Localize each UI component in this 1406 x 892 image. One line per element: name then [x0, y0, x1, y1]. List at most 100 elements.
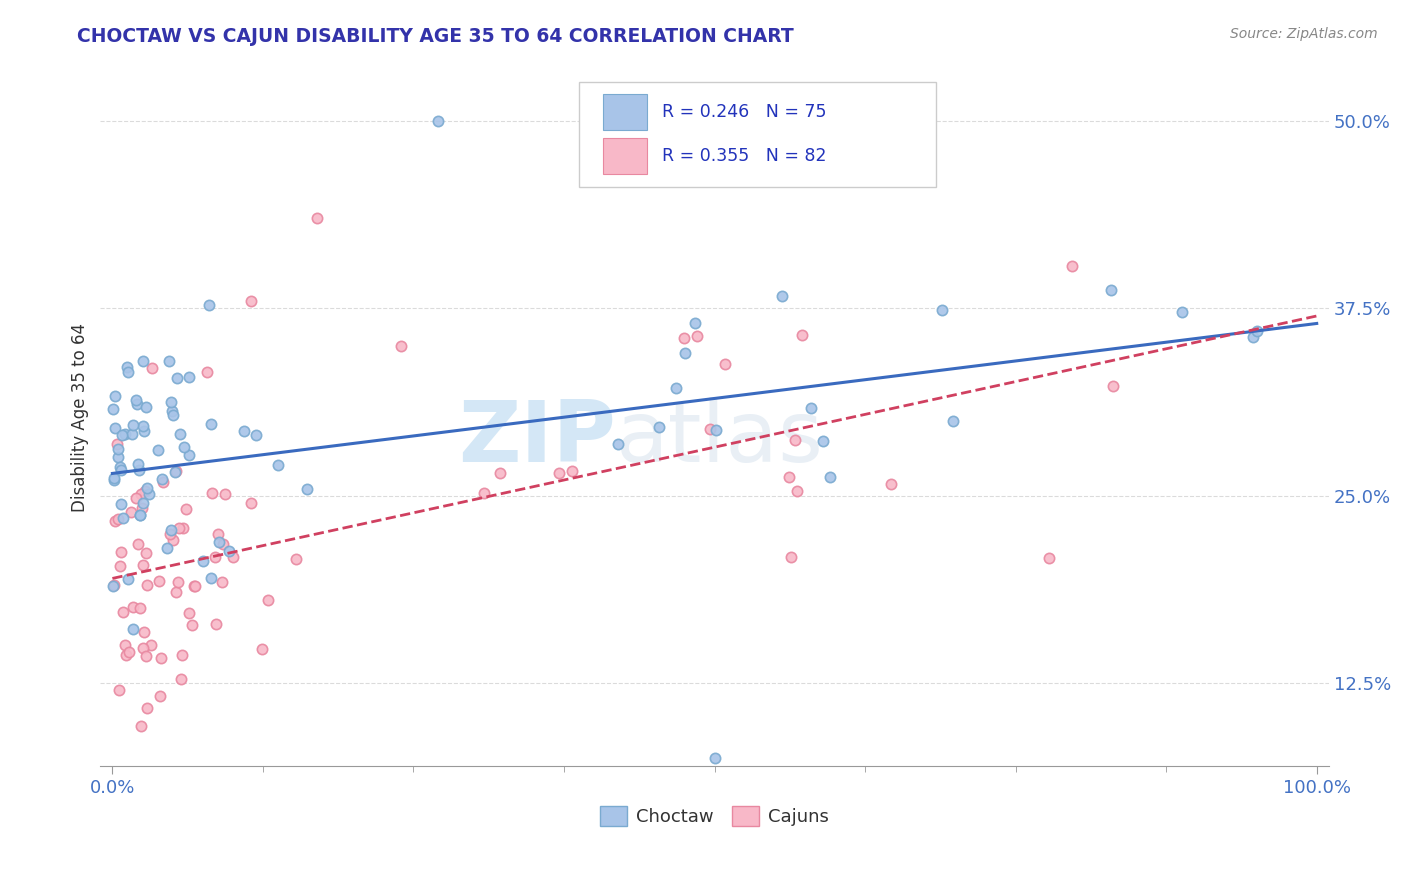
Point: [699, 422, 721, 436]
Text: Source: ZipAtlas.com: Source: ZipAtlas.com: [1230, 27, 1378, 41]
Point: [110, 558, 132, 573]
Point: [172, 521, 194, 535]
Point: [211, 537, 233, 551]
Point: [125, 491, 148, 506]
Point: [165, 585, 187, 599]
Point: [714, 357, 737, 371]
Point: [218, 543, 240, 558]
Point: [472, 485, 495, 500]
Point: [162, 408, 184, 422]
Point: [110, 497, 132, 511]
Point: [703, 751, 725, 765]
Point: [786, 483, 808, 498]
Point: [152, 475, 174, 489]
Point: [149, 690, 172, 704]
Point: [250, 641, 273, 656]
Point: [132, 424, 155, 438]
Point: [561, 464, 583, 478]
Point: [128, 463, 150, 477]
Point: [197, 298, 219, 312]
Point: [160, 523, 183, 537]
Point: [790, 328, 813, 343]
Point: [121, 426, 143, 441]
Point: [135, 701, 157, 715]
Point: [166, 574, 188, 589]
Point: [111, 511, 134, 525]
FancyBboxPatch shape: [603, 138, 647, 174]
Point: [108, 683, 131, 698]
Point: [156, 541, 179, 555]
Point: [132, 419, 155, 434]
Point: [141, 361, 163, 376]
Point: [122, 622, 145, 636]
Point: [148, 574, 170, 589]
Point: [201, 486, 224, 500]
Point: [131, 501, 153, 516]
Point: [114, 638, 136, 652]
Point: [173, 440, 195, 454]
Point: [117, 365, 139, 379]
Point: [129, 508, 152, 522]
Point: [770, 289, 793, 303]
Point: [129, 508, 152, 522]
Point: [391, 339, 413, 353]
Point: [132, 640, 155, 655]
Point: [138, 487, 160, 501]
Point: [181, 618, 204, 632]
Point: [1246, 324, 1268, 338]
Point: [150, 472, 173, 486]
Point: [200, 571, 222, 585]
Point: [103, 473, 125, 487]
Point: [307, 211, 329, 226]
Point: [177, 607, 200, 621]
Point: [104, 420, 127, 434]
Point: [176, 502, 198, 516]
Point: [141, 638, 163, 652]
Y-axis label: Disability Age 35 to 64: Disability Age 35 to 64: [72, 323, 89, 512]
Point: [114, 648, 136, 662]
Point: [101, 579, 124, 593]
Point: [117, 573, 139, 587]
Point: [129, 487, 152, 501]
Point: [942, 414, 965, 428]
Point: [239, 293, 262, 308]
Point: [673, 345, 696, 359]
Point: [205, 617, 228, 632]
Point: [162, 533, 184, 548]
Point: [785, 433, 807, 447]
Point: [135, 578, 157, 592]
Point: [267, 458, 290, 473]
Point: [110, 463, 132, 477]
Point: [108, 459, 131, 474]
Point: [195, 365, 218, 379]
Point: [169, 426, 191, 441]
Point: [177, 448, 200, 462]
FancyBboxPatch shape: [603, 95, 647, 130]
Point: [136, 481, 159, 495]
Point: [548, 466, 571, 480]
Point: [127, 397, 149, 411]
Point: [214, 487, 236, 501]
Point: [648, 420, 671, 434]
Point: [166, 371, 188, 385]
Point: [132, 496, 155, 510]
Point: [811, 434, 834, 449]
Point: [704, 423, 727, 437]
Text: ZIP: ZIP: [458, 397, 616, 480]
Point: [183, 579, 205, 593]
Point: [122, 418, 145, 433]
Point: [191, 554, 214, 568]
Point: [606, 437, 628, 451]
Point: [111, 605, 134, 619]
Text: R = 0.355   N = 82: R = 0.355 N = 82: [662, 147, 827, 165]
Point: [135, 400, 157, 414]
Point: [1060, 260, 1083, 274]
Point: [159, 353, 181, 368]
Point: [208, 534, 231, 549]
Point: [257, 592, 280, 607]
Point: [128, 601, 150, 615]
Point: [931, 303, 953, 318]
Point: [165, 464, 187, 478]
Point: [131, 718, 153, 732]
Point: [163, 465, 186, 479]
